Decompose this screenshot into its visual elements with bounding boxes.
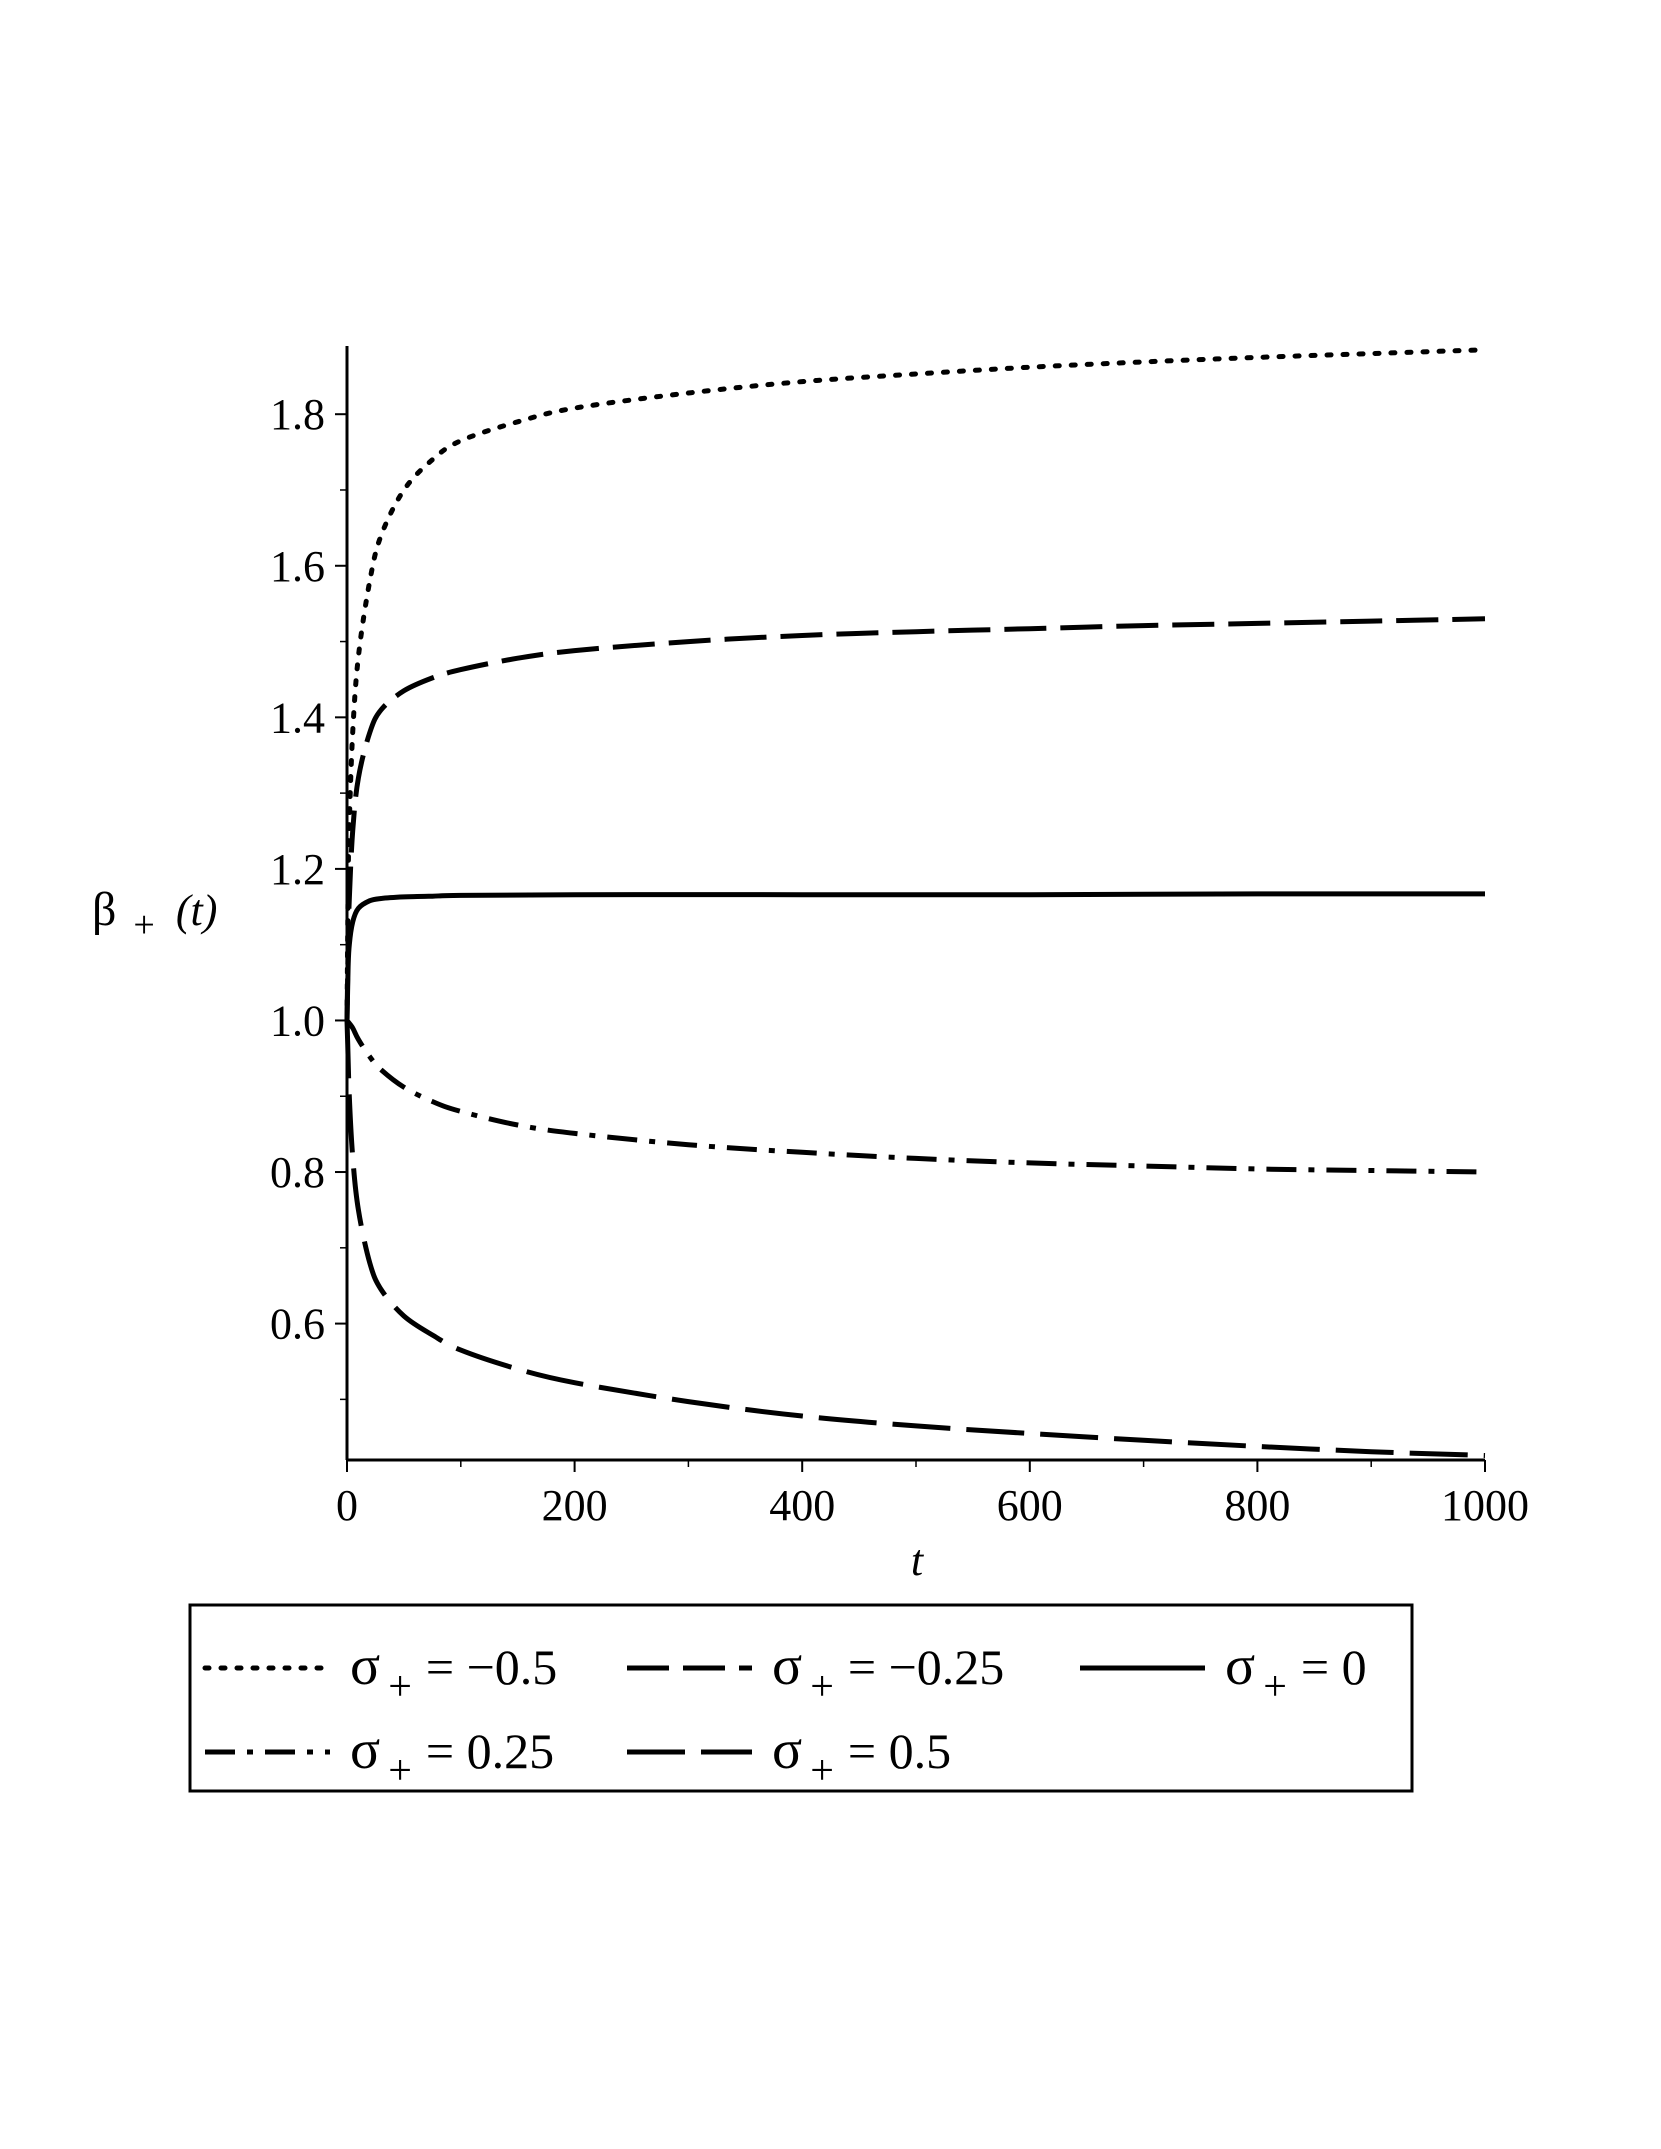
y-tick-label: 1.8 <box>270 390 325 439</box>
y-axis-label-argument: (t) <box>176 886 218 935</box>
legend-symbol: σ <box>350 1719 380 1781</box>
legend-value: = 0 <box>1301 1639 1367 1695</box>
legend-symbol: σ <box>772 1719 802 1781</box>
legend-label-1: σ + = −0.5 <box>350 1635 557 1710</box>
y-tick-label: 1.6 <box>270 542 325 591</box>
x-tick-label: 600 <box>997 1481 1063 1530</box>
series-line-1 <box>344 347 1488 1023</box>
legend-value: = −0.5 <box>426 1639 557 1695</box>
legend: σ + = −0.5 σ + = −0.25 σ + = 0σ + = 0.25 σ + = 0.5 <box>188 1603 1414 1794</box>
series-line-2 <box>344 616 1486 1021</box>
legend-label-5: σ + = 0.5 <box>772 1719 951 1794</box>
series-line-5 <box>344 1020 1486 1458</box>
x-tick-label: 800 <box>1224 1481 1290 1530</box>
y-tick-label: 0.6 <box>270 1300 325 1349</box>
y-axis-label-symbol: β <box>92 883 116 936</box>
legend-subscript: + <box>810 1748 834 1794</box>
x-axis-label: t <box>911 1536 925 1585</box>
legend-value: = 0.5 <box>848 1723 951 1779</box>
y-tick-label: 1.2 <box>270 845 325 894</box>
legend-label-4: σ + = 0.25 <box>350 1719 554 1794</box>
x-tick-label: 400 <box>769 1481 835 1530</box>
x-tick-label: 1000 <box>1441 1481 1529 1530</box>
x-tick-label: 200 <box>542 1481 608 1530</box>
axes: 0 200 400 600 800 1000 0.6 0.8 1.0 1.2 1.4 1.6 1.8 <box>270 346 1529 1530</box>
series-line-4 <box>345 1018 1486 1175</box>
y-axis-label: β + (t) <box>92 883 217 947</box>
legend-frame <box>188 1603 1414 1793</box>
legend-value: = −0.25 <box>848 1639 1004 1695</box>
y-tick-label: 1.0 <box>270 996 325 1045</box>
legend-label-3: σ + = 0 <box>1225 1635 1367 1710</box>
x-tick-label: 0 <box>336 1481 358 1530</box>
legend-symbol: σ <box>350 1635 380 1697</box>
legend-value: = 0.25 <box>426 1723 554 1779</box>
legend-label-2: σ + = −0.25 <box>772 1635 1004 1710</box>
series-layer <box>344 347 1488 1458</box>
legend-symbol: σ <box>1225 1635 1255 1697</box>
legend-subscript: + <box>388 1748 412 1794</box>
y-tick-label: 0.8 <box>270 1148 325 1197</box>
y-tick-label: 1.4 <box>270 693 325 742</box>
legend-symbol: σ <box>772 1635 802 1697</box>
series-line-3 <box>344 891 1486 1021</box>
legend-subscript: + <box>388 1664 412 1710</box>
legend-subscript: + <box>1263 1664 1287 1710</box>
y-axis-label-subscript: + <box>133 904 154 946</box>
legend-subscript: + <box>810 1664 834 1710</box>
